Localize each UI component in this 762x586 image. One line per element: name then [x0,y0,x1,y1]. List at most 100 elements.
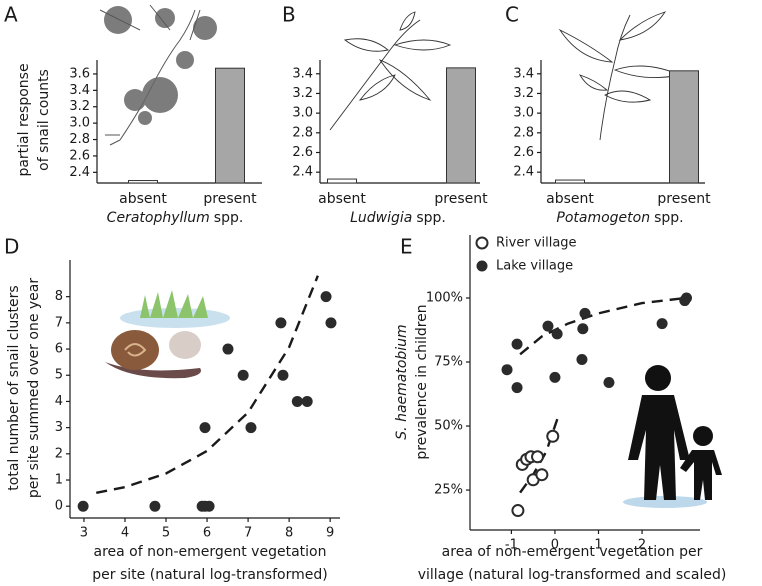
point [511,504,525,518]
y-tick-label: 4 [55,394,63,409]
bar [327,178,357,184]
potamogeton-drawing [558,11,682,141]
y-tick-label: 50% [434,419,463,434]
y-tick-label: 2.8 [513,125,534,140]
y-tick-label: 3.2 [292,86,313,101]
legend-label: Lake village [496,259,573,274]
point [656,318,668,330]
y-tick-label: 3.4 [292,66,313,81]
point [222,343,234,355]
y-tick-label: 7 [55,315,63,330]
y-tick-label: 3.6 [69,66,90,81]
y-tick-label: 6 [55,342,63,357]
bar [128,180,158,184]
point [511,382,523,394]
panel-letter: B [282,3,296,27]
y-axis-label: total number of snail clusters [6,285,22,490]
y-tick-label: 2.6 [69,148,90,163]
x-tick-label: absent [546,191,594,207]
x-axis-label-genus: Ludwigia [350,210,412,226]
x-axis-label-suffix: spp. [654,210,684,226]
point [275,317,287,329]
point [546,429,560,443]
x-tick-label: 8 [285,526,293,541]
y-tick-label: 0 [55,499,63,514]
x-axis-label-genus: Ceratophyllum [107,210,210,226]
point [149,500,161,512]
y-tick-label: 2.6 [513,145,534,160]
x-axis-label: Ludwigia spp. [350,210,446,226]
panel-letter: C [505,3,519,27]
legend-label: River village [496,236,577,251]
x-axis-label: area of non-emergent vegetation per [442,544,703,560]
x-axis-label-suffix: spp. [214,210,244,226]
x-tick-label: 0 [551,538,559,553]
y-tick-label: 75% [434,355,463,370]
point [199,422,211,434]
x-tick-label: 1 [594,538,602,553]
y-tick-label: 3.2 [513,86,534,101]
fit-line [96,275,319,495]
point [577,323,589,335]
y-axis-label: per site summed over one year [26,278,42,498]
point [325,317,337,329]
people-illustration [623,365,722,508]
point [535,468,549,482]
x-tick-label: 4 [121,526,129,541]
legend-marker [476,260,488,272]
bar [215,67,245,184]
x-tick-label: present [203,191,257,207]
y-tick-label: 3.2 [69,99,90,114]
point [301,395,313,407]
x-tick-label: 7 [244,526,252,541]
y-tick-label: 2.4 [513,165,534,180]
y-tick-label: 3.4 [69,83,90,98]
y-tick-label: 2.8 [69,132,90,147]
x-tick-label: present [434,191,488,207]
y-tick-label: 25% [434,483,463,498]
x-tick-label: 9 [326,526,334,541]
y-tick-label: 100% [426,290,463,305]
ludwigia-drawing [329,11,452,131]
y-tick-label: 3.0 [513,106,534,121]
point [77,500,89,512]
x-axis-label: area of non-emergent vegetation [94,544,327,560]
y-axis-label: S. haematobium [394,324,410,439]
y-tick-label: 8 [55,289,63,304]
panel-letter: D [4,235,19,259]
y-axis-label: partial response [16,63,32,176]
y-tick-label: 1 [55,473,63,488]
y-tick-label: 3.4 [513,66,534,81]
bar [669,70,699,184]
y-tick-label: 2.6 [292,145,313,160]
y-tick-label: 5 [55,368,63,383]
x-tick-label: 5 [162,526,170,541]
ceratophyllum-drawing [99,4,217,146]
x-axis-label: village (natural log-transformed and sca… [418,567,727,583]
x-tick-label: absent [318,191,366,207]
y-tick-label: 2 [55,446,63,461]
x-axis-label-genus: Potamogeton [556,210,650,226]
x-tick-label: present [657,191,711,207]
point [542,320,554,332]
y-tick-label: 3.0 [292,106,313,121]
point [531,450,545,464]
x-axis-label: Ceratophyllum spp. [107,210,244,226]
x-tick-label: 3 [80,526,88,541]
point [549,371,561,383]
y-tick-label: 2.8 [292,125,313,140]
bar [446,67,476,184]
y-tick-label: 3.0 [69,116,90,131]
point [277,369,289,381]
x-tick-label: -1 [505,538,518,553]
point [511,338,523,350]
point [576,353,588,365]
point [291,395,303,407]
x-tick-label: 6 [203,526,211,541]
x-axis-label: Potamogeton spp. [556,210,683,226]
x-tick-label: absent [119,191,167,207]
y-axis-label: of snail counts [36,69,52,171]
y-tick-label: 3 [55,420,63,435]
bar [555,179,585,184]
